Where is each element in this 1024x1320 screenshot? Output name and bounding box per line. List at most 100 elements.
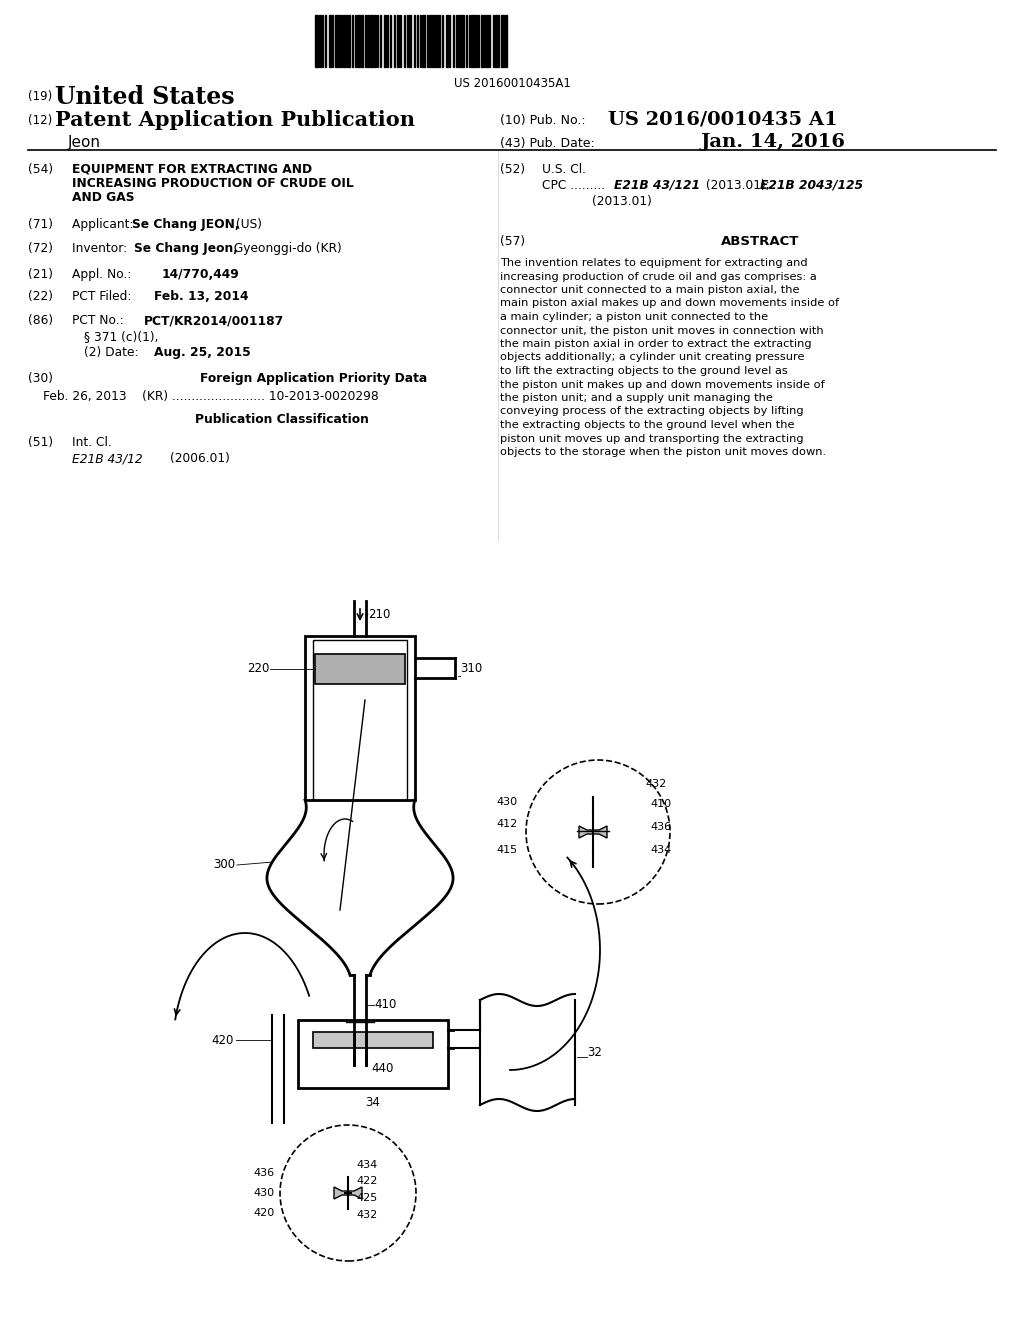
Bar bbox=[422, 15, 425, 67]
Text: U.S. Cl.: U.S. Cl. bbox=[542, 162, 586, 176]
Text: Se Chang Jeon,: Se Chang Jeon, bbox=[134, 242, 238, 255]
Text: Inventor:: Inventor: bbox=[72, 242, 138, 255]
Text: conveying process of the extracting objects by lifting: conveying process of the extracting obje… bbox=[500, 407, 804, 417]
Text: CPC .........: CPC ......... bbox=[542, 180, 609, 191]
Text: objects to the storage when the piston unit moves down.: objects to the storage when the piston u… bbox=[500, 447, 826, 457]
Text: the piston unit; and a supply unit managing the: the piston unit; and a supply unit manag… bbox=[500, 393, 773, 403]
Text: EQUIPMENT FOR EXTRACTING AND: EQUIPMENT FOR EXTRACTING AND bbox=[72, 162, 312, 176]
Bar bbox=[461, 15, 464, 67]
Bar bbox=[432, 15, 435, 67]
Text: (43) Pub. Date:: (43) Pub. Date: bbox=[500, 137, 595, 150]
Polygon shape bbox=[579, 826, 607, 838]
Bar bbox=[397, 15, 399, 67]
Text: Jeon: Jeon bbox=[68, 135, 101, 150]
Text: Patent Application Publication: Patent Application Publication bbox=[55, 110, 415, 129]
Bar bbox=[429, 15, 431, 67]
Text: 300: 300 bbox=[213, 858, 234, 871]
Bar bbox=[347, 15, 350, 67]
Text: PCT No.:: PCT No.: bbox=[72, 314, 124, 327]
Bar bbox=[315, 653, 406, 684]
Text: (22): (22) bbox=[28, 290, 53, 304]
Text: § 371 (c)(1),: § 371 (c)(1), bbox=[84, 330, 159, 343]
Text: (86): (86) bbox=[28, 314, 53, 327]
Bar bbox=[384, 15, 386, 67]
Text: (52): (52) bbox=[500, 162, 525, 176]
Text: US 20160010435A1: US 20160010435A1 bbox=[454, 77, 570, 90]
Bar bbox=[475, 15, 477, 67]
Text: to lift the extracting objects to the ground level as: to lift the extracting objects to the gr… bbox=[500, 366, 787, 376]
Text: (54): (54) bbox=[28, 162, 53, 176]
Text: (21): (21) bbox=[28, 268, 53, 281]
Text: 415: 415 bbox=[497, 845, 518, 855]
Bar bbox=[481, 15, 484, 67]
Text: 425: 425 bbox=[356, 1193, 377, 1203]
Text: increasing production of crude oil and gas comprises: a: increasing production of crude oil and g… bbox=[500, 272, 817, 281]
Text: 432: 432 bbox=[356, 1210, 377, 1220]
Text: 14/770,449: 14/770,449 bbox=[162, 268, 240, 281]
Bar bbox=[344, 15, 346, 67]
Text: AND GAS: AND GAS bbox=[72, 191, 134, 205]
Text: INCREASING PRODUCTION OF CRUDE OIL: INCREASING PRODUCTION OF CRUDE OIL bbox=[72, 177, 353, 190]
Bar bbox=[361, 15, 362, 67]
Bar bbox=[319, 15, 321, 67]
Text: the extracting objects to the ground level when the: the extracting objects to the ground lev… bbox=[500, 420, 795, 430]
Text: Aug. 25, 2015: Aug. 25, 2015 bbox=[154, 346, 251, 359]
Text: 434: 434 bbox=[650, 845, 672, 855]
Bar bbox=[335, 15, 338, 67]
Text: (2) Date:: (2) Date: bbox=[84, 346, 138, 359]
Polygon shape bbox=[334, 1187, 362, 1199]
Text: (US): (US) bbox=[232, 218, 262, 231]
Text: 436: 436 bbox=[254, 1168, 275, 1177]
Text: 430: 430 bbox=[497, 797, 518, 807]
Bar bbox=[367, 15, 369, 67]
Text: (2006.01): (2006.01) bbox=[170, 451, 229, 465]
Text: (71): (71) bbox=[28, 218, 53, 231]
Text: (57): (57) bbox=[500, 235, 525, 248]
Bar bbox=[436, 15, 438, 67]
Text: Publication Classification: Publication Classification bbox=[195, 413, 369, 426]
Bar bbox=[409, 15, 411, 67]
Text: 210: 210 bbox=[368, 607, 390, 620]
Text: (2013.01);: (2013.01); bbox=[702, 180, 773, 191]
Text: 422: 422 bbox=[356, 1176, 378, 1185]
Text: E21B 2043/125: E21B 2043/125 bbox=[760, 180, 863, 191]
Bar bbox=[446, 15, 449, 67]
Text: a main cylinder; a piston unit connected to the: a main cylinder; a piston unit connected… bbox=[500, 312, 768, 322]
Text: connector unit connected to a main piston axial, the: connector unit connected to a main pisto… bbox=[500, 285, 800, 294]
Text: Se Chang JEON,: Se Chang JEON, bbox=[132, 218, 240, 231]
Text: 32: 32 bbox=[587, 1045, 602, 1059]
Text: 440: 440 bbox=[372, 1063, 394, 1076]
Bar bbox=[313, 1032, 433, 1048]
Bar bbox=[501, 15, 504, 67]
Bar bbox=[458, 15, 460, 67]
Text: Applicant:: Applicant: bbox=[72, 218, 141, 231]
Bar bbox=[357, 15, 360, 67]
Text: E21B 43/121: E21B 43/121 bbox=[614, 180, 700, 191]
Text: Feb. 13, 2014: Feb. 13, 2014 bbox=[154, 290, 249, 304]
Text: PCT Filed:: PCT Filed: bbox=[72, 290, 131, 304]
Text: PCT/KR2014/001187: PCT/KR2014/001187 bbox=[144, 314, 285, 327]
Text: Jan. 14, 2016: Jan. 14, 2016 bbox=[700, 133, 845, 150]
Bar bbox=[370, 15, 373, 67]
Text: connector unit, the piston unit moves in connection with: connector unit, the piston unit moves in… bbox=[500, 326, 823, 335]
Text: (72): (72) bbox=[28, 242, 53, 255]
Text: 34: 34 bbox=[366, 1096, 381, 1109]
Text: (2013.01): (2013.01) bbox=[592, 195, 652, 209]
Text: Foreign Application Priority Data: Foreign Application Priority Data bbox=[200, 372, 427, 385]
Text: Gyeonggi-do (KR): Gyeonggi-do (KR) bbox=[230, 242, 342, 255]
Text: 412: 412 bbox=[497, 818, 518, 829]
Text: Appl. No.:: Appl. No.: bbox=[72, 268, 131, 281]
Text: objects additionally; a cylinder unit creating pressure: objects additionally; a cylinder unit cr… bbox=[500, 352, 805, 363]
Text: 410: 410 bbox=[650, 799, 671, 809]
Text: 432: 432 bbox=[645, 779, 667, 789]
Text: Int. Cl.: Int. Cl. bbox=[72, 436, 112, 449]
Text: 220: 220 bbox=[248, 663, 270, 676]
Text: 436: 436 bbox=[650, 822, 671, 832]
Bar bbox=[471, 15, 474, 67]
Text: (19): (19) bbox=[28, 90, 52, 103]
Bar bbox=[485, 15, 487, 67]
Text: 310: 310 bbox=[460, 661, 482, 675]
Bar bbox=[505, 15, 507, 67]
Text: The invention relates to equipment for extracting and: The invention relates to equipment for e… bbox=[500, 257, 808, 268]
Text: ABSTRACT: ABSTRACT bbox=[721, 235, 799, 248]
